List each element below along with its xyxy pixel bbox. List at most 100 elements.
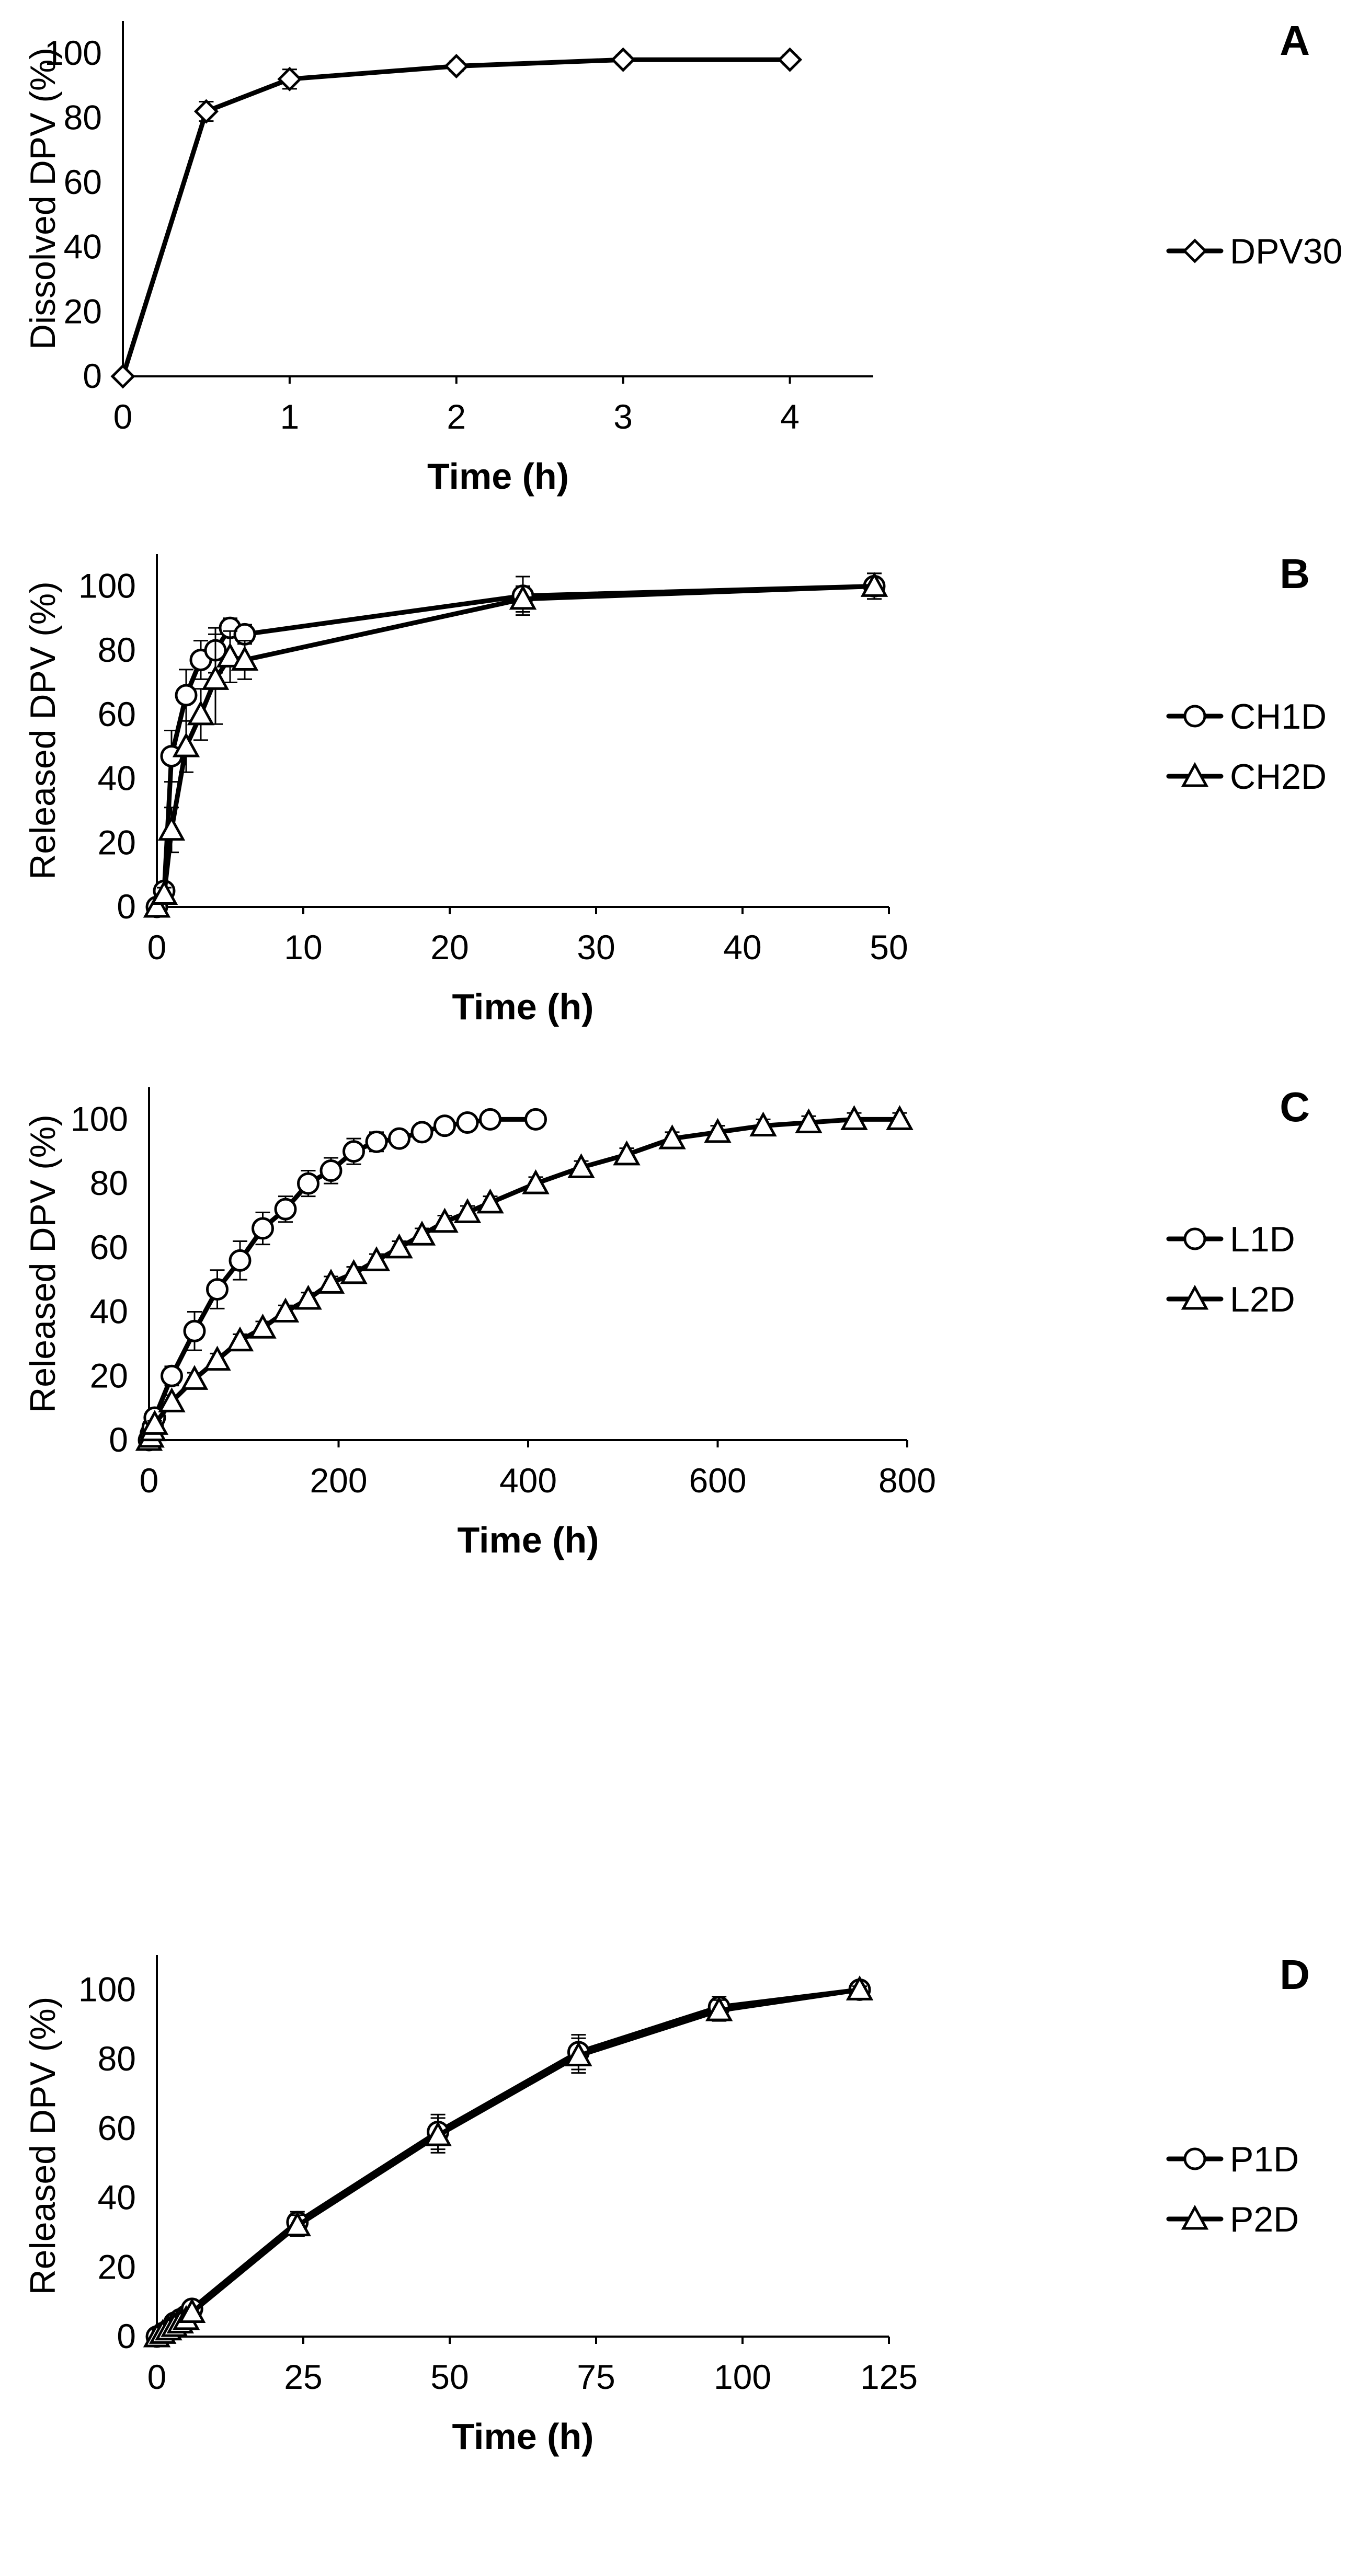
panel-c-x-tick-label: 600 bbox=[689, 1461, 746, 1500]
legend-entry-ch2d: CH2D bbox=[1166, 757, 1327, 797]
series-ch2d-point bbox=[172, 732, 200, 757]
legend-l2d-marker bbox=[1181, 1284, 1209, 1310]
series-dpv30-point bbox=[778, 47, 803, 72]
series-dpv30-point bbox=[444, 54, 469, 79]
panel-a-y-tick-label: 100 bbox=[44, 33, 102, 72]
series-dpv30-point bbox=[193, 99, 219, 124]
panel-a-x-tick-label: 4 bbox=[780, 397, 800, 436]
panel-d: 0 20 40 60 80 100 0 25 50 75 100 125 Time (h) Release… bbox=[23, 1951, 1310, 2457]
panel-d-x-tick-label: 100 bbox=[714, 2358, 771, 2396]
legend-p1d-marker bbox=[1183, 2147, 1206, 2170]
series-l2d-point bbox=[522, 1169, 550, 1194]
series-l2d-point bbox=[749, 1111, 777, 1137]
series-ch2d bbox=[143, 572, 888, 918]
series-p2d-point bbox=[846, 1975, 874, 2000]
series-l2d-point bbox=[362, 1246, 391, 1271]
series-l2d-point bbox=[340, 1259, 368, 1284]
legend-entry-ch1d: CH1D bbox=[1166, 697, 1327, 737]
series-l1d-point bbox=[365, 1130, 388, 1153]
panel-c-y-tick-label: 60 bbox=[90, 1228, 128, 1267]
panel-b-y-tick-label: 0 bbox=[117, 887, 136, 926]
series-l2d-point bbox=[203, 1346, 231, 1371]
panel-b-letter: B bbox=[1280, 550, 1310, 597]
panel-c-x-tick-label: 800 bbox=[878, 1461, 936, 1500]
series-ch2d-point bbox=[143, 892, 171, 918]
panel-d-y-tick-label: 0 bbox=[117, 2317, 136, 2355]
panel-b-y-axis-title: Released DPV (%) bbox=[23, 581, 63, 880]
series-ch2d-point bbox=[187, 700, 215, 726]
panel-c-y-tick-label: 100 bbox=[71, 1099, 128, 1138]
legend-dpv30-label: DPV30 bbox=[1230, 232, 1342, 271]
panel-d-y-tick-label: 100 bbox=[78, 1970, 136, 2008]
panel-d-x-axis-title: Time (h) bbox=[452, 2416, 594, 2457]
series-l2d-point bbox=[704, 1118, 732, 1143]
panel-a-x-axis-title: Time (h) bbox=[427, 456, 569, 497]
series-dpv30-point bbox=[277, 66, 302, 91]
series-l2d-point bbox=[249, 1314, 277, 1339]
panel-c: 0 20 40 60 80 100 0 200 400 600 800 Time (h) Release… bbox=[23, 1084, 1310, 1560]
series-ch2d-point bbox=[231, 646, 259, 671]
series-l1d-point bbox=[183, 1319, 206, 1342]
panel-a-x-tick-label: 2 bbox=[447, 397, 466, 436]
series-l2d-point bbox=[613, 1140, 641, 1166]
panel-a-x-tick-label: 0 bbox=[113, 397, 133, 436]
legend-ch2d-marker bbox=[1181, 762, 1209, 787]
series-l2d-point bbox=[226, 1326, 254, 1352]
panel-d-y-axis-title: Released DPV (%) bbox=[23, 1997, 63, 2295]
legend-p2d-label: P2D bbox=[1230, 2200, 1299, 2239]
panel-c-y-axis-title: Released DPV (%) bbox=[23, 1114, 63, 1413]
panel-a-y-tick-label: 40 bbox=[64, 227, 102, 266]
series-l2d-point bbox=[158, 1387, 186, 1412]
series-p2d-line bbox=[154, 1987, 862, 2339]
panel-a-letter: A bbox=[1280, 17, 1310, 64]
panel-d-x-tick-label: 0 bbox=[147, 2358, 167, 2396]
series-ch2d-point bbox=[509, 584, 537, 610]
series-l2d-point bbox=[431, 1208, 459, 1233]
series-l2d-point bbox=[886, 1105, 914, 1130]
panel-c-y-tick-label: 80 bbox=[90, 1164, 128, 1202]
series-l2d-line bbox=[146, 1117, 902, 1443]
series-l2d-point bbox=[271, 1297, 300, 1323]
panel-c-y-tick-label: 0 bbox=[109, 1420, 128, 1459]
legend-p2d-marker bbox=[1181, 2204, 1209, 2230]
panel-b-y-tick-label: 100 bbox=[78, 566, 136, 605]
series-ch1d bbox=[145, 572, 886, 918]
panel-a-y-axis-title: Dissolved DPV (%) bbox=[23, 48, 63, 350]
panel-b-x-tick-label: 0 bbox=[147, 928, 167, 967]
series-ch2d-point bbox=[216, 642, 244, 668]
legend-ch1d-label: CH1D bbox=[1230, 697, 1327, 737]
legend-entry-p1d: P1D bbox=[1166, 2140, 1299, 2179]
panel-a-y-tick-label: 60 bbox=[64, 163, 102, 201]
series-l1d-point bbox=[319, 1159, 343, 1182]
legend-ch1d-marker bbox=[1183, 705, 1206, 728]
panel-d-x-tick-label: 50 bbox=[430, 2358, 469, 2396]
panel-c-x-axis-title: Time (h) bbox=[458, 1520, 599, 1560]
series-dpv30-point bbox=[611, 47, 636, 72]
series-dpv30-line bbox=[120, 57, 793, 379]
panel-b-x-axis-title: Time (h) bbox=[452, 986, 594, 1027]
series-l2d-point bbox=[795, 1108, 823, 1133]
panel-a: 0 20 40 60 80 100 0 1 2 3 4 Time (h) Dissolved DPV (… bbox=[23, 17, 1342, 497]
series-l1d-point bbox=[524, 1108, 547, 1131]
panel-a-x-tick-label: 1 bbox=[280, 397, 300, 436]
series-p1d bbox=[145, 1978, 871, 2348]
panel-b-y-tick-label: 20 bbox=[98, 823, 136, 861]
series-l1d-point bbox=[161, 1364, 183, 1387]
series-p2d-point bbox=[705, 1996, 733, 2021]
series-l2d-point bbox=[385, 1233, 413, 1259]
panel-b-x-tick-label: 40 bbox=[723, 928, 761, 967]
legend-dpv30-marker bbox=[1182, 238, 1207, 263]
series-p2d bbox=[143, 1975, 874, 2348]
panel-b-y-tick-label: 80 bbox=[98, 630, 136, 669]
series-ch2d-line bbox=[154, 583, 877, 910]
series-ch1d-point bbox=[175, 684, 198, 707]
series-ch2d-point bbox=[157, 815, 186, 841]
panel-c-x-tick-label: 0 bbox=[140, 1461, 159, 1500]
series-l1d-point bbox=[433, 1114, 456, 1137]
series-l2d-point bbox=[294, 1284, 322, 1310]
series-l2d-point bbox=[658, 1124, 686, 1149]
series-l1d-point bbox=[410, 1121, 433, 1144]
series-l1d-point bbox=[297, 1172, 319, 1195]
series-l2d-point bbox=[476, 1188, 504, 1214]
series-l2d-point bbox=[317, 1269, 345, 1294]
